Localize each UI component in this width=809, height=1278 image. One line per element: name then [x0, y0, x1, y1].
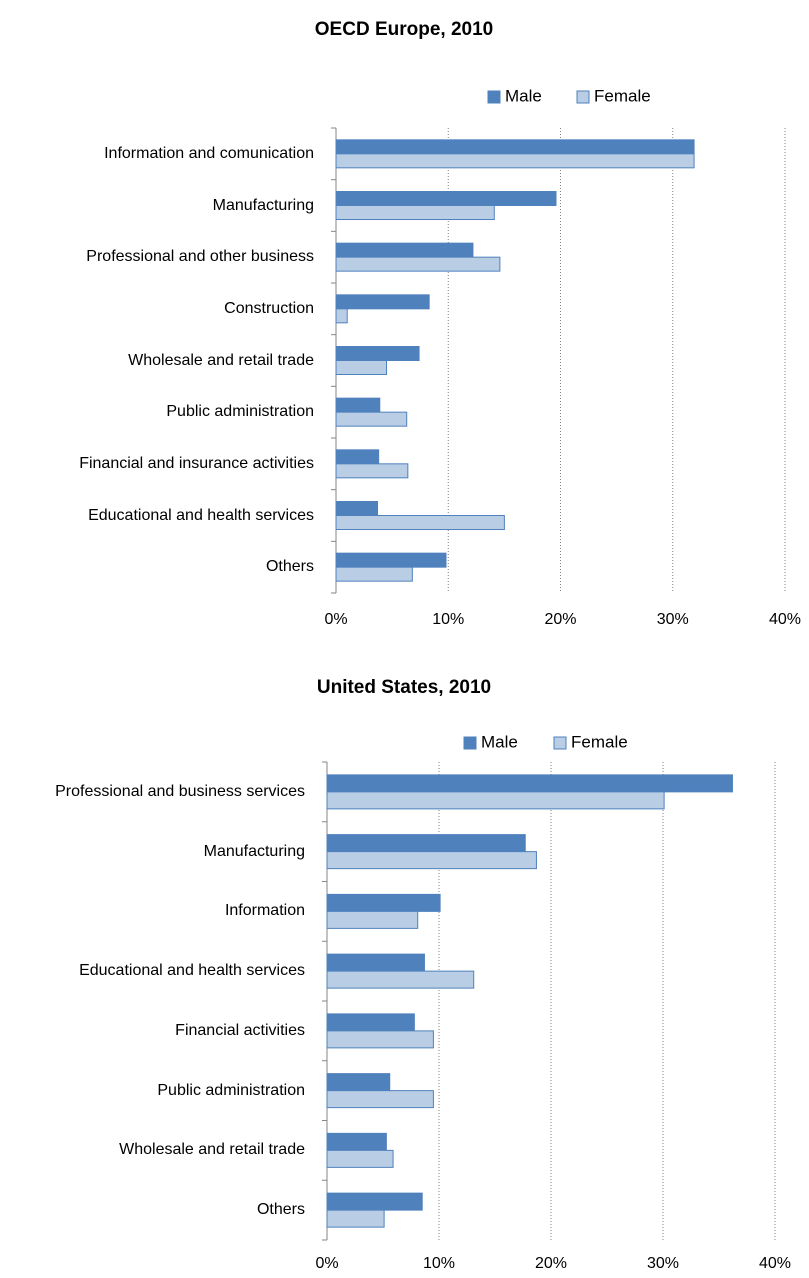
x-tick-label: 20%	[535, 1255, 567, 1272]
bar	[335, 566, 413, 582]
y-tick-label: Financial activities	[175, 1021, 305, 1039]
bar	[326, 1073, 391, 1092]
legend-swatch	[576, 90, 590, 104]
x-tick-label: 10%	[432, 611, 464, 628]
bar	[326, 953, 425, 972]
bar	[335, 411, 408, 427]
legend-label: Male	[481, 732, 518, 751]
legend-label: Female	[594, 86, 651, 105]
y-tick-label: Professional and other business	[86, 248, 314, 266]
bar	[326, 851, 537, 870]
bar	[326, 1013, 415, 1032]
x-tick-label: 40%	[769, 611, 801, 628]
bar	[326, 1209, 385, 1228]
bar	[326, 910, 419, 929]
bar	[326, 970, 475, 989]
y-tick-label: Educational and health services	[79, 962, 305, 980]
y-tick-label: Public administration	[157, 1081, 305, 1099]
y-tick-label: Educational and health services	[88, 506, 314, 524]
bar	[326, 1192, 423, 1211]
bar	[335, 552, 447, 568]
y-tick-label: Information and comunication	[104, 144, 314, 162]
y-tick-label: Professional and business services	[55, 782, 305, 800]
chart-title: OECD Europe, 2010	[315, 19, 493, 40]
bar	[335, 397, 381, 413]
y-tick-label: Others	[265, 558, 314, 576]
y-tick-label: Financial and insurance activities	[79, 454, 314, 472]
bar	[326, 791, 665, 810]
bar	[335, 294, 430, 310]
bar	[335, 256, 501, 272]
x-tick-label: 10%	[423, 1255, 455, 1272]
bar	[335, 242, 474, 258]
x-tick-label: 20%	[544, 611, 576, 628]
x-tick-label: 40%	[759, 1255, 791, 1272]
chart-title: United States, 2010	[317, 677, 491, 698]
bar	[326, 1090, 434, 1109]
bar	[335, 153, 695, 169]
bar	[335, 449, 380, 465]
bar	[326, 1030, 434, 1049]
y-tick-label: Wholesale and retail trade	[128, 351, 314, 369]
legend-swatch	[487, 90, 501, 104]
bar	[335, 191, 557, 206]
bar	[335, 308, 348, 324]
bar	[335, 515, 505, 530]
bar	[335, 139, 695, 155]
legend-swatch	[463, 736, 477, 750]
bar	[335, 205, 495, 220]
y-tick-label: Others	[256, 1201, 305, 1219]
x-tick-label: 0%	[315, 1255, 338, 1272]
y-tick-label: Information	[224, 902, 305, 920]
y-tick-label: Manufacturing	[212, 196, 314, 214]
bar	[335, 463, 409, 479]
bar	[335, 346, 420, 361]
legend-label: Male	[505, 86, 542, 105]
y-tick-label: Manufacturing	[203, 842, 305, 860]
bar	[326, 893, 441, 912]
y-tick-label: Wholesale and retail trade	[119, 1141, 305, 1159]
bar	[335, 360, 388, 375]
bar	[326, 1132, 387, 1151]
y-tick-label: Construction	[224, 299, 314, 317]
x-tick-label: 0%	[324, 611, 347, 628]
y-tick-label: Public administration	[166, 403, 314, 421]
x-tick-label: 30%	[647, 1255, 679, 1272]
x-tick-label: 30%	[657, 611, 689, 628]
bar	[326, 1149, 394, 1168]
bar	[326, 774, 733, 793]
legend-swatch	[553, 736, 567, 750]
legend-label: Female	[571, 732, 628, 751]
bar	[326, 834, 526, 853]
bar	[335, 501, 379, 516]
